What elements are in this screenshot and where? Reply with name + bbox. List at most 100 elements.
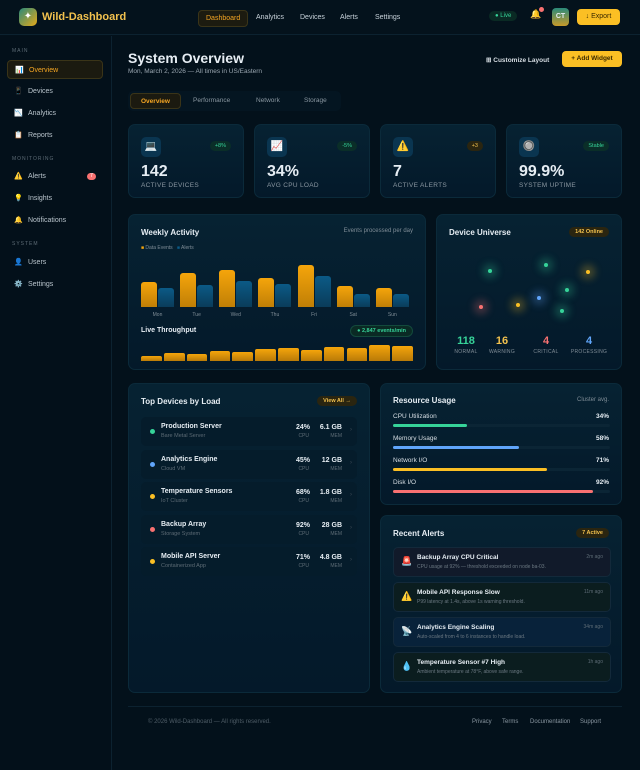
footer-link-privacy[interactable]: Privacy bbox=[472, 719, 492, 725]
device-node[interactable] bbox=[479, 305, 483, 309]
customize-layout-button[interactable]: ⊞ Customize Layout bbox=[486, 57, 550, 64]
sidebar-item-insights[interactable]: 💡 Insights bbox=[7, 189, 103, 208]
device-cpu: 92% bbox=[295, 521, 310, 529]
brand-name[interactable]: Wild-Dashboard bbox=[42, 11, 127, 23]
mem-label: MEM bbox=[330, 433, 342, 439]
bar-data-events bbox=[141, 281, 157, 307]
stat-label: ACTIVE DEVICES bbox=[141, 182, 200, 189]
clipboard-icon: 📋 bbox=[14, 132, 23, 139]
view-all-button[interactable]: View All → bbox=[317, 396, 357, 406]
device-row[interactable]: Temperature Sensors IoT Cluster 68% CPU 1.8 … bbox=[141, 482, 357, 511]
page-subtitle: Mon, March 2, 2026 — All times in US/Eas… bbox=[128, 68, 263, 75]
universe-stat-label: PROCESSING bbox=[570, 349, 608, 355]
throughput-bar bbox=[209, 351, 231, 361]
device-row[interactable]: Backup Array Storage System 92% CPU 28 GB MEM… bbox=[141, 514, 357, 544]
stat-label: ACTIVE ALERTS bbox=[393, 182, 447, 189]
resource-label: Memory Usage bbox=[393, 435, 438, 442]
nav-analytics[interactable]: Analytics bbox=[256, 14, 285, 21]
throughput-bar bbox=[141, 356, 162, 361]
device-universe-card: Device Universe 142 Online 118 NORMAL 16 WA… bbox=[436, 214, 622, 370]
tab-performance[interactable]: Performance bbox=[193, 97, 231, 104]
x-tick-label: Fri bbox=[311, 312, 317, 318]
universe-stat-value: 4 bbox=[585, 335, 593, 347]
export-button[interactable]: ↓ Export bbox=[577, 9, 620, 25]
resource-subtitle: Cluster avg. bbox=[576, 397, 609, 403]
footer-link-terms[interactable]: Terms bbox=[502, 719, 519, 725]
bar-data-events bbox=[180, 273, 197, 307]
alert-item[interactable]: 🚨 Backup Array CPU Critical CPU usage at 9… bbox=[393, 547, 611, 577]
alert-item[interactable]: 📡 Analytics Engine Scaling Auto-scaled fro… bbox=[393, 617, 611, 647]
weekly-activity-card: Weekly Activity Events processed per day… bbox=[128, 214, 426, 370]
sidebar-item-devices[interactable]: 📱 Devices bbox=[7, 82, 103, 101]
copyright: © 2026 Wild-Dashboard — All rights reser… bbox=[148, 719, 271, 725]
device-mem: 6.1 GB bbox=[319, 424, 342, 431]
universe-stat-value: 16 bbox=[495, 335, 509, 347]
throughput-bar bbox=[369, 345, 391, 361]
cpu-label: CPU bbox=[298, 465, 309, 472]
device-node[interactable] bbox=[565, 288, 569, 292]
warning-icon: ⚠️ bbox=[401, 591, 413, 601]
stat-card: 💻 +8% 142 ACTIVE DEVICES bbox=[128, 124, 244, 198]
bar-alerts bbox=[197, 285, 214, 307]
nav-alerts[interactable]: Alerts bbox=[340, 14, 358, 21]
chevron-right-icon: › bbox=[350, 557, 352, 563]
resource-value: 34% bbox=[595, 413, 609, 420]
device-node[interactable] bbox=[537, 296, 541, 300]
footer-link-support[interactable]: Support bbox=[580, 719, 602, 725]
device-node[interactable] bbox=[560, 309, 564, 313]
section-system: SYSTEM bbox=[12, 241, 39, 247]
resource-bar-fill bbox=[393, 490, 593, 493]
device-node[interactable] bbox=[544, 263, 548, 267]
sidebar-item-notifications[interactable]: 🔔 Notifications bbox=[7, 211, 103, 230]
chevron-right-icon: › bbox=[350, 524, 352, 531]
nav-devices[interactable]: Devices bbox=[300, 14, 325, 21]
bell-icon: 🔔 bbox=[14, 217, 23, 224]
device-node[interactable] bbox=[586, 270, 590, 274]
section-main: MAIN bbox=[12, 48, 29, 54]
resource-bar-track bbox=[393, 490, 610, 493]
device-node[interactable] bbox=[516, 303, 520, 307]
mem-label: MEM bbox=[330, 563, 342, 569]
bell-icon[interactable]: 🔔 bbox=[530, 9, 542, 19]
sidebar-label: Settings bbox=[28, 281, 54, 288]
alert-item[interactable]: ⚠️ Mobile API Response Slow P99 latency at… bbox=[393, 582, 611, 612]
x-tick-label: Sun bbox=[387, 312, 397, 318]
droplet-icon: 💧 bbox=[401, 661, 413, 671]
sidebar-item-alerts[interactable]: ⚠️ Alerts bbox=[7, 167, 103, 186]
sidebar-item-users[interactable]: 👤 Users bbox=[7, 253, 103, 272]
throughput-bar bbox=[392, 346, 413, 361]
sidebar-item-analytics[interactable]: 📉 Analytics bbox=[7, 104, 103, 123]
uptime-icon: 🔘 bbox=[519, 137, 539, 157]
device-row[interactable]: Analytics Engine Cloud VM 45% CPU 12 GB MEM › bbox=[141, 449, 357, 479]
stat-delta: Stable bbox=[583, 141, 609, 151]
add-widget-button[interactable]: + Add Widget bbox=[562, 51, 622, 67]
resource-bar-fill bbox=[393, 424, 467, 427]
device-mem: 12 GB bbox=[321, 456, 342, 464]
device-row[interactable]: Production Server Bare Metal Server 24% CPU… bbox=[141, 417, 357, 446]
tab-storage[interactable]: Storage bbox=[304, 97, 327, 104]
device-cpu: 71% bbox=[295, 554, 310, 561]
avatar[interactable]: CT bbox=[552, 8, 569, 26]
device-node[interactable] bbox=[488, 269, 492, 273]
trend-icon: 📈 bbox=[267, 137, 287, 157]
alert-item[interactable]: 💧 Temperature Sensor #7 High Ambient tempe… bbox=[393, 652, 611, 682]
footer-link-documentation[interactable]: Documentation bbox=[530, 719, 571, 725]
legend: ■ Data Events ■ Alerts bbox=[141, 245, 194, 251]
tab-overview[interactable]: Overview bbox=[130, 93, 181, 109]
recent-alerts-card: Recent Alerts 7 Active 🚨 Backup Array CPU… bbox=[380, 515, 622, 693]
nav-dashboard[interactable]: Dashboard bbox=[198, 10, 249, 27]
sidebar-item-settings[interactable]: ⚙️ Settings bbox=[7, 275, 103, 294]
sidebar-item-overview[interactable]: 📊 Overview bbox=[7, 60, 103, 79]
sidebar-label: Overview bbox=[29, 67, 59, 74]
sidebar-item-reports[interactable]: 📋 Reports bbox=[7, 126, 103, 145]
stat-label: SYSTEM UPTIME bbox=[519, 182, 576, 189]
nav-settings[interactable]: Settings bbox=[375, 14, 401, 21]
weekly-subtitle: Events processed per day bbox=[343, 228, 413, 234]
stat-value: 142 bbox=[141, 163, 168, 180]
device-name: Production Server bbox=[161, 423, 222, 430]
tab-network[interactable]: Network bbox=[256, 97, 280, 104]
resource-title: Resource Usage bbox=[393, 396, 456, 405]
device-row[interactable]: Mobile API Server Containerized App 71% CPU… bbox=[141, 547, 357, 576]
live-badge: ● Live bbox=[489, 11, 518, 21]
device-type: Containerized App bbox=[161, 563, 206, 569]
